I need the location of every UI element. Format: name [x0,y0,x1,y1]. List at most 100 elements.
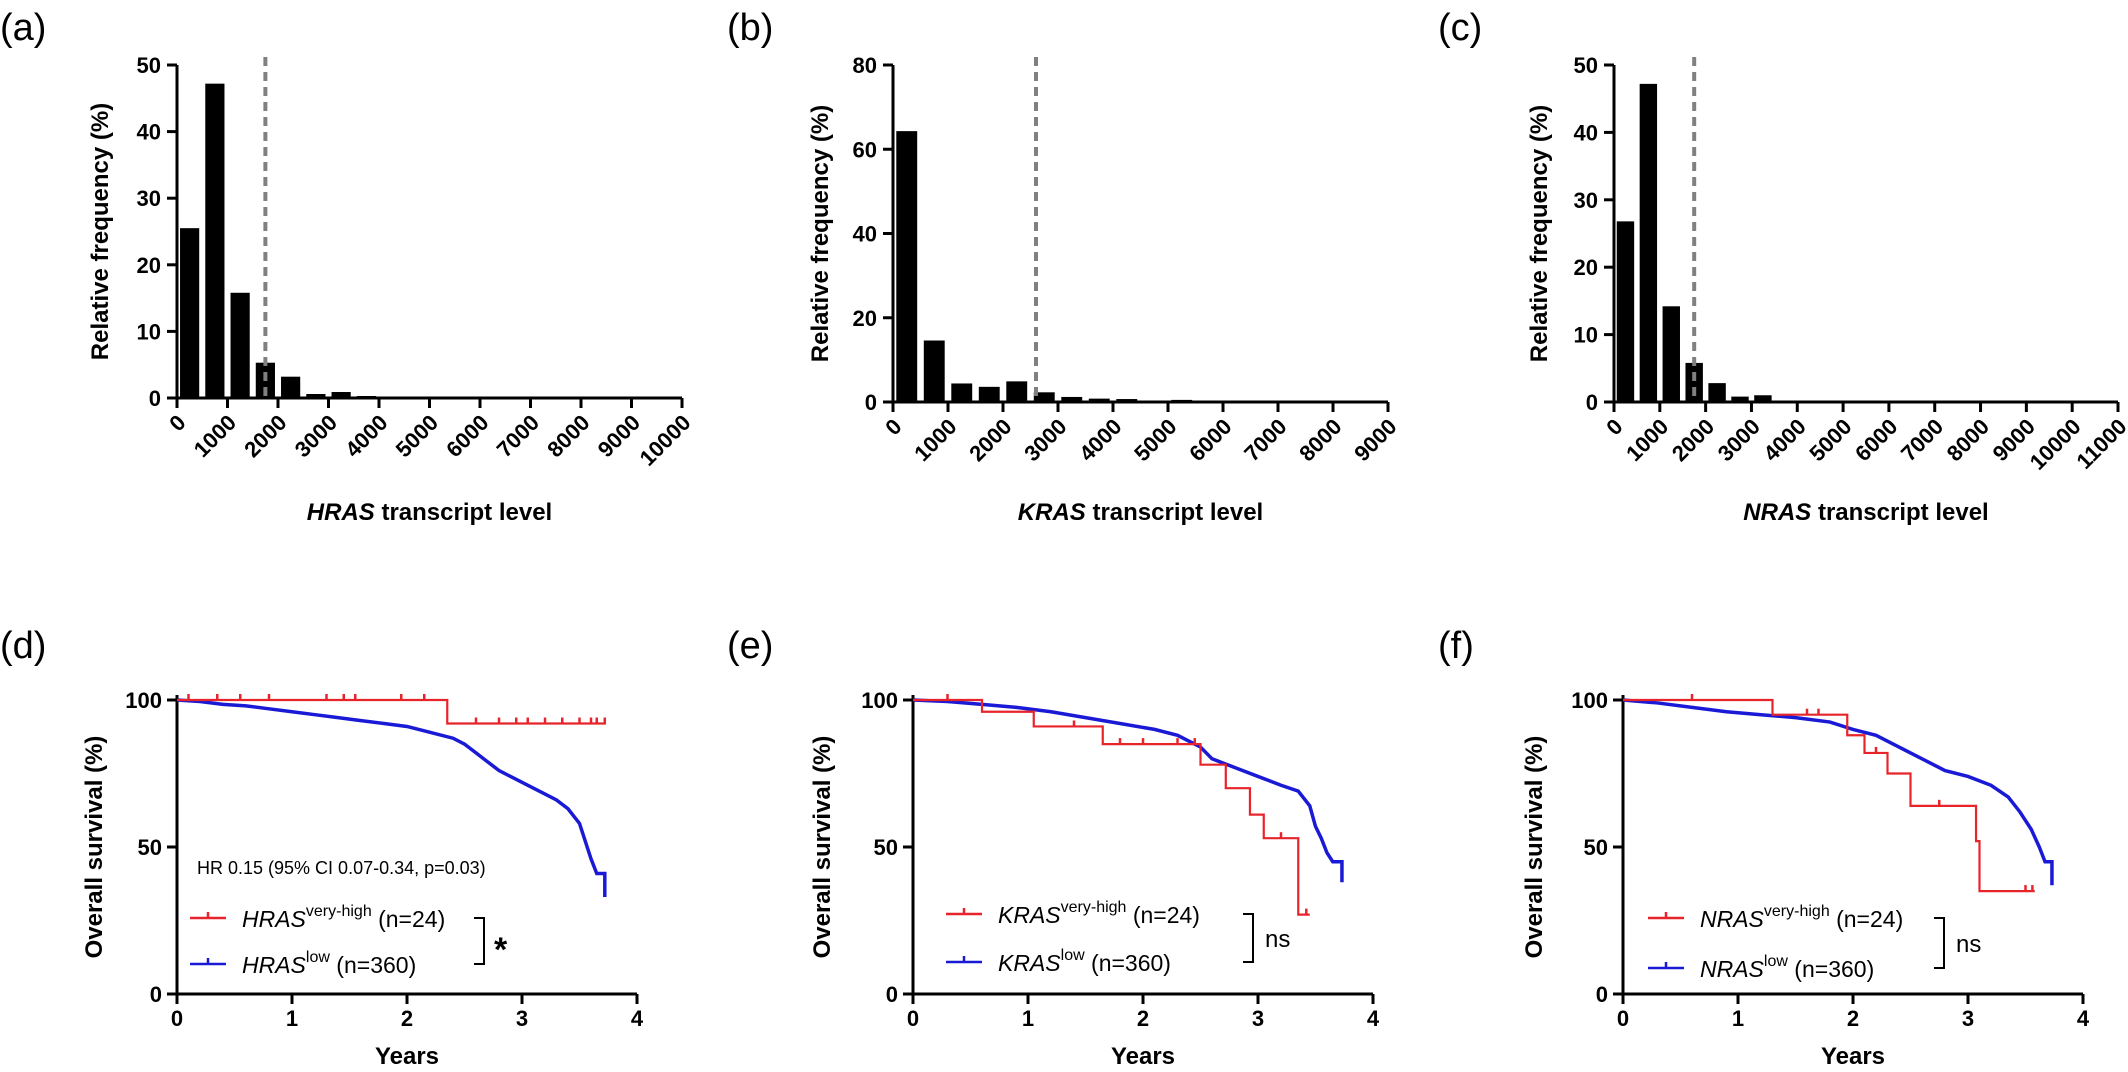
legend-count: (n=24) [1830,906,1904,932]
legend-count: (n=360) [1788,956,1874,982]
histogram-bar [230,292,250,398]
x-axis-title: Years [1821,1043,1885,1070]
legend-entry: NRASvery-high (n=24) [1700,903,1903,932]
survival-curve-low [1622,698,2054,886]
y-tick-label: 50 [1574,53,1598,78]
x-axis-title: Years [375,1043,439,1070]
y-axis-title: Relative frequency (%) [807,105,834,362]
x-tick-label: 7000 [1896,414,1948,466]
x-tick-label: 4000 [340,410,392,462]
x-tick-label: 6000 [441,410,493,462]
y-tick-label: 100 [861,688,898,713]
significance-label: ns [1265,926,1290,953]
x-axis-title-gene: NRAS [1743,499,1811,526]
x-axis-title-rest: transcript level [1086,499,1263,526]
x-tick-label: 7000 [492,410,544,462]
legend-count: (n=24) [372,906,446,932]
x-tick-label: 1000 [189,410,241,462]
x-tick-label: 8000 [542,410,594,462]
histogram-bar [1061,396,1083,402]
x-tick-label: 1 [286,1006,298,1031]
legend-entry: NRASlow (n=360) [1700,953,1874,982]
legend-superscript: low [1061,947,1085,964]
y-tick-label: 40 [1574,120,1598,145]
y-tick-label: 50 [137,53,161,78]
histogram-bar [1116,399,1138,402]
histogram-panel: (c)0102030405001000200030004000500060007… [1438,7,2128,526]
survival-panel: (f) 0 50 100 0 1 2 3 4 Overall survival (%) Years N… [1438,625,2090,1070]
x-tick-label: 4 [631,1006,644,1031]
legend-gene: NRAS [1700,906,1765,932]
y-tick-label: 10 [1574,323,1598,348]
x-axis-title-gene: HRAS [307,499,375,526]
legend-superscript: very-high [306,903,372,920]
legend-gene: HRAS [242,906,307,932]
x-tick-label: 10000 [2025,414,2086,475]
histogram-bar [1639,83,1658,402]
y-tick-label: 20 [853,306,877,331]
y-tick-label: 30 [1574,188,1598,213]
x-tick-label: 2000 [964,414,1016,466]
legend-gene: KRAS [998,902,1061,928]
x-tick-label: 7000 [1239,414,1291,466]
histogram-bar [356,396,376,398]
x-tick-label: 0 [880,414,906,440]
histogram-bar [1731,396,1749,402]
y-tick-label: 80 [853,53,877,78]
survival-curve-low [176,698,607,897]
x-tick-label: 1 [1022,1006,1034,1031]
significance-bracket [1243,913,1254,963]
histogram-bar [205,83,225,398]
y-tick-label: 100 [1571,688,1608,713]
panel-letter: (d) [0,625,46,667]
x-tick-label: 10000 [635,410,696,471]
histogram-bar [306,394,326,398]
histogram-panel: (a)0102030405001000200030004000500060007… [0,7,696,526]
survival-curve-very-high [913,698,1310,916]
x-axis-title-rest: transcript level [375,499,552,526]
x-tick-label: 3 [1252,1006,1264,1031]
significance-bracket [1934,917,1945,969]
histogram-bar [1754,395,1772,402]
legend-superscript: very-high [1061,899,1127,916]
figure-panels: (a)0102030405001000200030004000500060007… [0,7,2128,1070]
x-tick-label: 3000 [290,410,342,462]
x-tick-label: 4000 [1759,414,1811,466]
x-tick-label: 5000 [1129,414,1181,466]
hazard-ratio-annotation: HR 0.15 (95% CI 0.07-0.34, p=0.03) [197,858,486,878]
histogram-bar [1662,306,1680,402]
legend-count: (n=24) [1126,902,1200,928]
significance-label: * [494,931,508,969]
x-tick-label: 11000 [2071,414,2128,474]
x-tick-label: 8000 [1942,414,1994,466]
legend-gene: KRAS [998,950,1061,976]
x-tick-label: 5000 [391,410,443,462]
y-tick-label: 30 [137,186,161,211]
x-tick-label: 3 [516,1006,528,1031]
y-tick-label: 50 [138,835,162,860]
x-tick-label: 9000 [1349,414,1401,466]
histogram-bar [1033,392,1055,402]
histogram-bar [1685,362,1703,402]
x-axis-title: Years [1111,1043,1175,1070]
panel-letter: (b) [727,7,773,49]
panel-letter: (a) [0,7,46,49]
histogram-bar [1088,398,1110,402]
histogram-bar [978,386,1000,402]
y-axis-title: Overall survival (%) [81,736,108,959]
significance-label: ns [1956,931,1981,958]
x-tick-label: 6000 [1184,414,1236,466]
x-axis-title-rest: transcript level [1811,499,1988,526]
legend-entry: HRASlow (n=360) [242,949,416,978]
x-tick-label: 5000 [1804,414,1856,466]
histogram-bar [896,131,918,403]
x-tick-label: 2000 [239,410,291,462]
survival-curve-low [912,698,1344,883]
y-tick-label: 0 [865,390,877,415]
x-tick-label: 3 [1962,1006,1974,1031]
y-tick-label: 0 [1586,390,1598,415]
y-tick-label: 60 [853,137,877,162]
x-tick-label: 1000 [909,414,961,466]
histogram-bar [1143,400,1165,402]
